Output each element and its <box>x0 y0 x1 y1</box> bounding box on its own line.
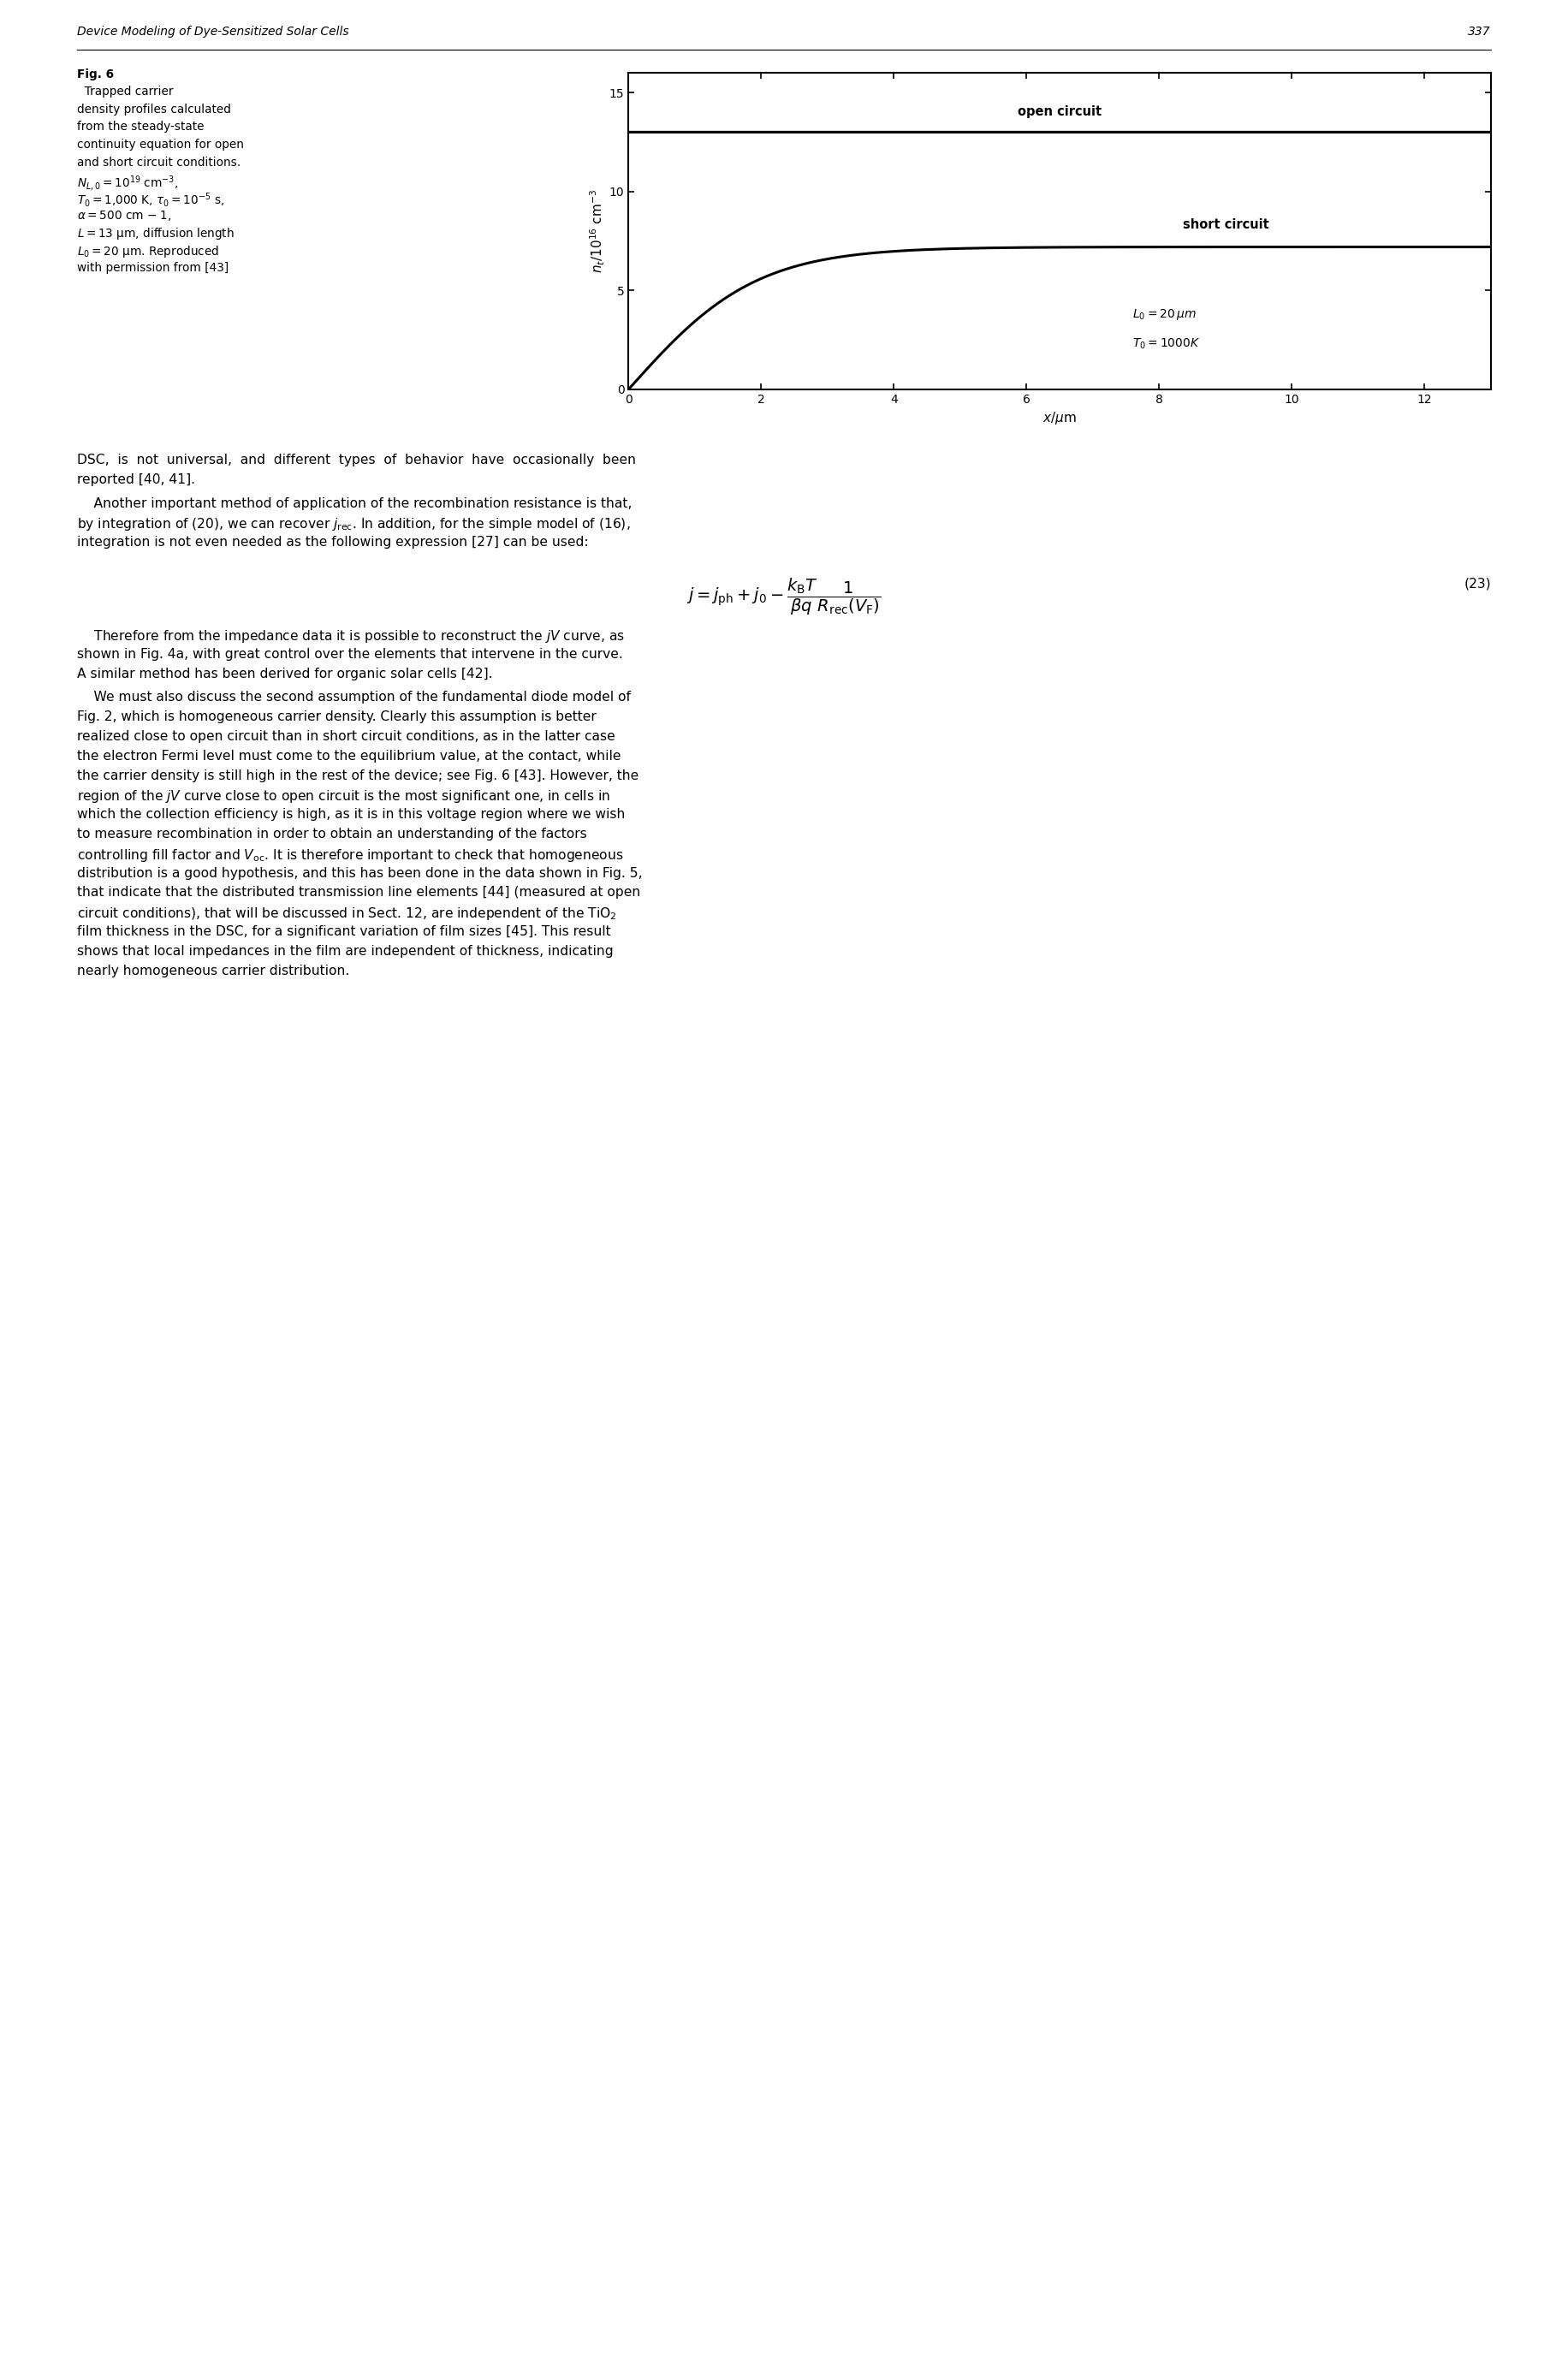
Y-axis label: $n_t / 10^{16}$ cm$^{-3}$: $n_t / 10^{16}$ cm$^{-3}$ <box>588 190 607 273</box>
Text: $L_0 = 20$ μm. Reproduced: $L_0 = 20$ μm. Reproduced <box>77 245 220 259</box>
Text: by integration of (20), we can recover $j_{\mathrm{rec}}$. In addition, for the : by integration of (20), we can recover $… <box>77 516 630 532</box>
X-axis label: $x / \mu$m: $x / \mu$m <box>1043 411 1077 428</box>
Text: $\alpha = 500$ cm $-$ 1,: $\alpha = 500$ cm $-$ 1, <box>77 209 171 223</box>
Text: shows that local impedances in the film are independent of thickness, indicating: shows that local impedances in the film … <box>77 946 613 958</box>
Text: Trapped carrier: Trapped carrier <box>77 86 174 97</box>
Text: Device Modeling of Dye-Sensitized Solar Cells: Device Modeling of Dye-Sensitized Solar … <box>77 26 350 38</box>
Text: controlling fill factor and $V_{\mathrm{oc}}$. It is therefore important to chec: controlling fill factor and $V_{\mathrm{… <box>77 848 624 862</box>
Text: Another important method of application of the recombination resistance is that,: Another important method of application … <box>77 497 632 511</box>
Text: DSC,  is  not  universal,  and  different  types  of  behavior  have  occasional: DSC, is not universal, and different typ… <box>77 454 637 466</box>
Text: film thickness in the DSC, for a significant variation of film sizes [45]. This : film thickness in the DSC, for a signifi… <box>77 924 612 939</box>
Text: $j = j_{\mathrm{ph}} + j_0 - \dfrac{k_{\mathrm{B}}T}{\beta q}\dfrac{1}{R_{\mathr: $j = j_{\mathrm{ph}} + j_0 - \dfrac{k_{\… <box>687 577 881 618</box>
Text: integration is not even needed as the following expression [27] can be used:: integration is not even needed as the fo… <box>77 537 588 549</box>
Text: open circuit: open circuit <box>1018 105 1102 119</box>
Text: circuit conditions), that will be discussed in Sect. 12, are independent of the : circuit conditions), that will be discus… <box>77 905 616 922</box>
Text: short circuit: short circuit <box>1182 219 1269 230</box>
Text: realized close to open circuit than in short circuit conditions, as in the latte: realized close to open circuit than in s… <box>77 729 615 744</box>
Text: to measure recombination in order to obtain an understanding of the factors: to measure recombination in order to obt… <box>77 827 586 841</box>
Text: the carrier density is still high in the rest of the device; see Fig. 6 [43]. Ho: the carrier density is still high in the… <box>77 770 638 782</box>
Text: reported [40, 41].: reported [40, 41]. <box>77 473 194 487</box>
Text: Fig. 2, which is homogeneous carrier density. Clearly this assumption is better: Fig. 2, which is homogeneous carrier den… <box>77 710 596 722</box>
Text: $T_0 = 1000$K: $T_0 = 1000$K <box>1132 337 1201 352</box>
Text: and short circuit conditions.: and short circuit conditions. <box>77 157 241 169</box>
Text: We must also discuss the second assumption of the fundamental diode model of: We must also discuss the second assumpti… <box>77 691 630 703</box>
Text: $T_0 = 1{,}000$ K, $\tau_0 = 10^{-5}$ s,: $T_0 = 1{,}000$ K, $\tau_0 = 10^{-5}$ s, <box>77 192 224 209</box>
Text: Therefore from the impedance data it is possible to reconstruct the $jV$ curve, : Therefore from the impedance data it is … <box>77 627 626 644</box>
Text: distribution is a good hypothesis, and this has been done in the data shown in F: distribution is a good hypothesis, and t… <box>77 867 643 879</box>
Text: $L_0 = 20\,\mu$m: $L_0 = 20\,\mu$m <box>1132 307 1196 321</box>
Text: density profiles calculated: density profiles calculated <box>77 105 230 116</box>
Text: shown in Fig. 4a, with great control over the elements that intervene in the cur: shown in Fig. 4a, with great control ove… <box>77 649 622 661</box>
Text: $N_{L,0} = 10^{19}$ cm$^{-3}$,: $N_{L,0} = 10^{19}$ cm$^{-3}$, <box>77 173 179 192</box>
Text: that indicate that the distributed transmission line elements [44] (measured at : that indicate that the distributed trans… <box>77 886 640 898</box>
Text: Fig. 6: Fig. 6 <box>77 69 114 81</box>
Text: continuity equation for open: continuity equation for open <box>77 138 245 150</box>
Text: with permission from [43]: with permission from [43] <box>77 261 229 273</box>
Text: (23): (23) <box>1465 577 1491 589</box>
Text: 337: 337 <box>1468 26 1491 38</box>
Text: region of the $jV$ curve close to open circuit is the most significant one, in c: region of the $jV$ curve close to open c… <box>77 789 610 805</box>
Text: A similar method has been derived for organic solar cells [42].: A similar method has been derived for or… <box>77 668 492 680</box>
Text: $L = 13$ μm, diffusion length: $L = 13$ μm, diffusion length <box>77 226 234 242</box>
Text: which the collection efficiency is high, as it is in this voltage region where w: which the collection efficiency is high,… <box>77 808 626 822</box>
Text: the electron Fermi level must come to the equilibrium value, at the contact, whi: the electron Fermi level must come to th… <box>77 748 621 763</box>
Text: from the steady-state: from the steady-state <box>77 121 204 133</box>
Text: nearly homogeneous carrier distribution.: nearly homogeneous carrier distribution. <box>77 965 350 977</box>
